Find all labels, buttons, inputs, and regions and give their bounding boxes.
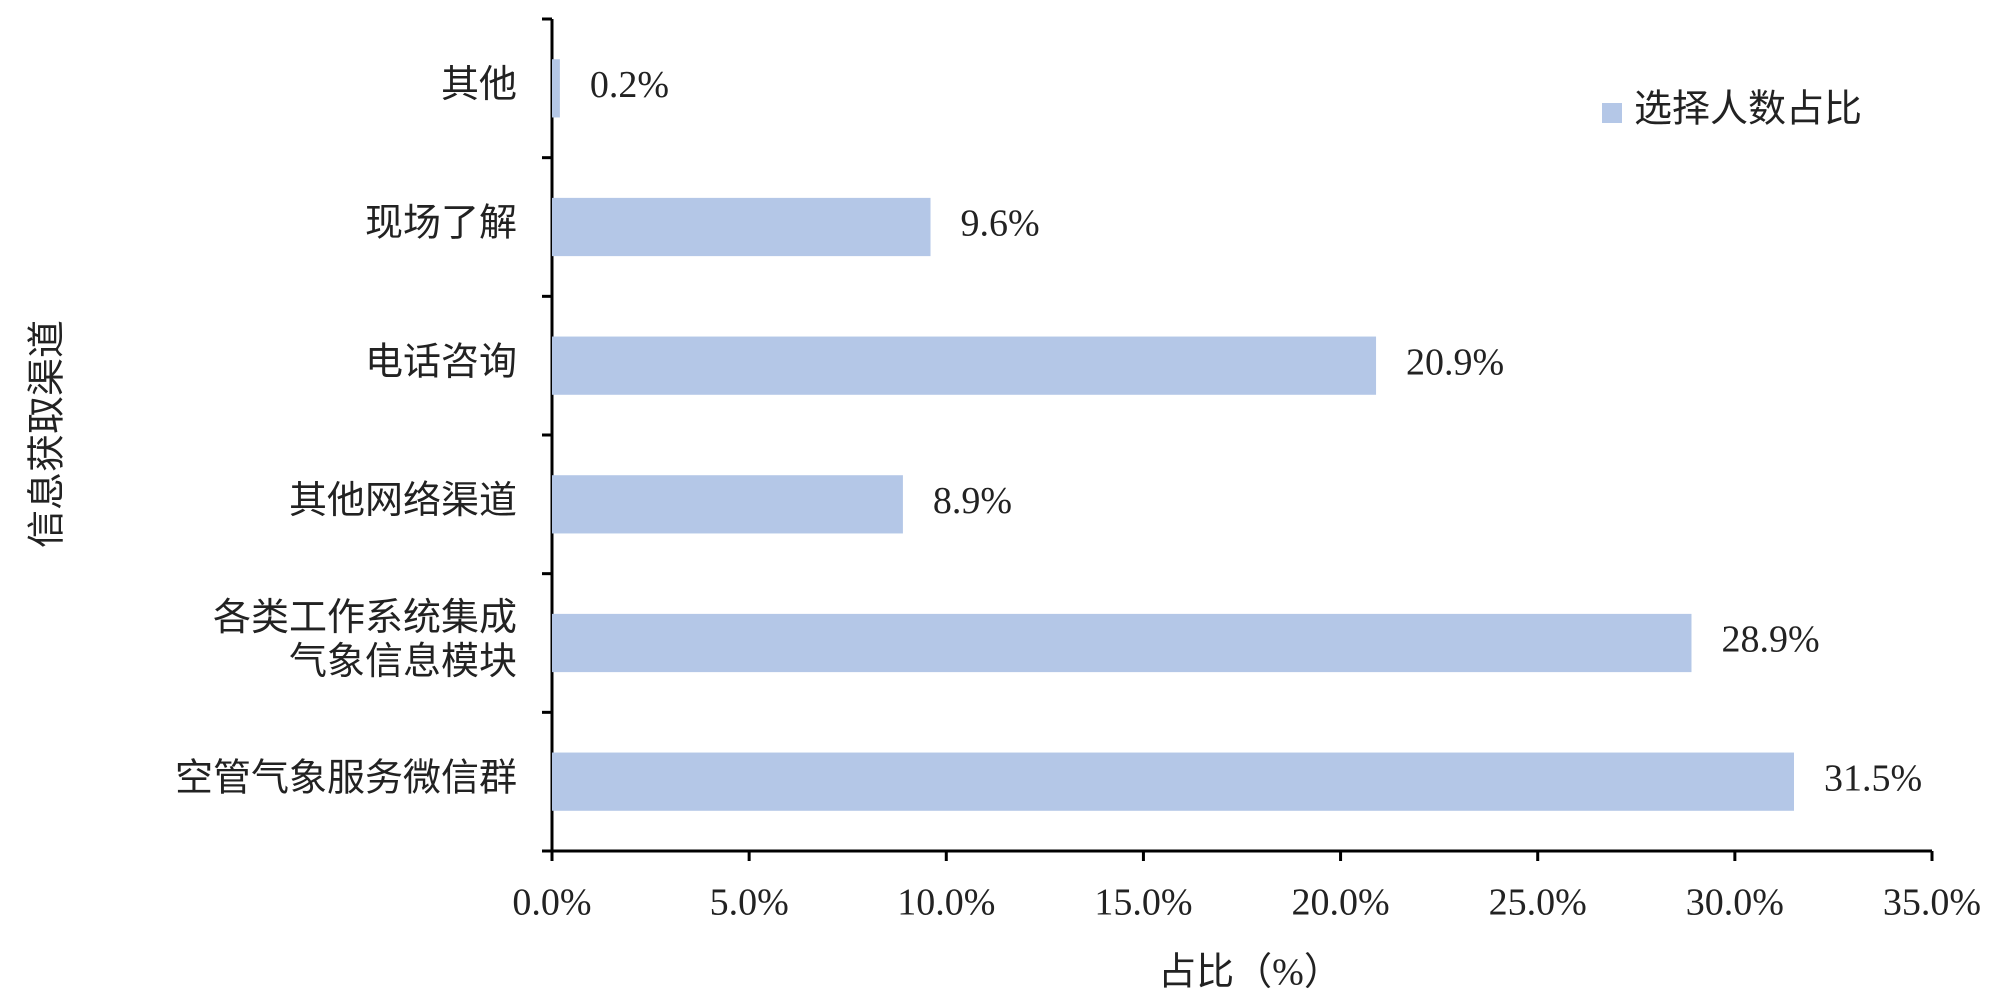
x-tick-label: 15.0% [1094,882,1192,924]
bar [552,336,1377,395]
bar [552,475,903,534]
x-tick-label: 35.0% [1883,882,1981,924]
x-tick-label: 20.0% [1291,882,1389,924]
x-tick-label: 0.0% [512,882,591,924]
bar [552,613,1692,673]
value-label: 31.5% [1824,757,1922,799]
bar [552,197,931,257]
y-axis-label: 信息获取渠道 [27,320,69,548]
x-tick-label: 5.0% [710,882,789,924]
value-label: 0.2% [590,64,669,106]
legend-swatch [1602,103,1622,123]
y-tick-label: 空管气象服务微信群 [175,757,517,799]
y-tick-label: 其他 [441,64,517,106]
legend-label: 选择人数占比 [1634,89,1862,131]
bar [552,752,1794,811]
value-label: 9.6% [961,203,1040,245]
x-axis-label: 占比（%） [1158,952,1342,994]
y-tick-label: 电话咨询 [365,341,517,383]
value-label: 20.9% [1406,341,1504,383]
bar [552,59,560,118]
y-tick-label: 各类工作系统集成气象信息模块 [213,597,517,683]
y-tick-label: 其他网络渠道 [289,480,517,522]
y-tick-label: 现场了解 [365,203,517,245]
value-label: 28.9% [1721,619,1819,661]
x-tick-label: 10.0% [897,882,995,924]
x-tick-label: 25.0% [1489,882,1587,924]
value-label: 8.9% [933,480,1012,522]
x-tick-label: 30.0% [1686,882,1784,924]
